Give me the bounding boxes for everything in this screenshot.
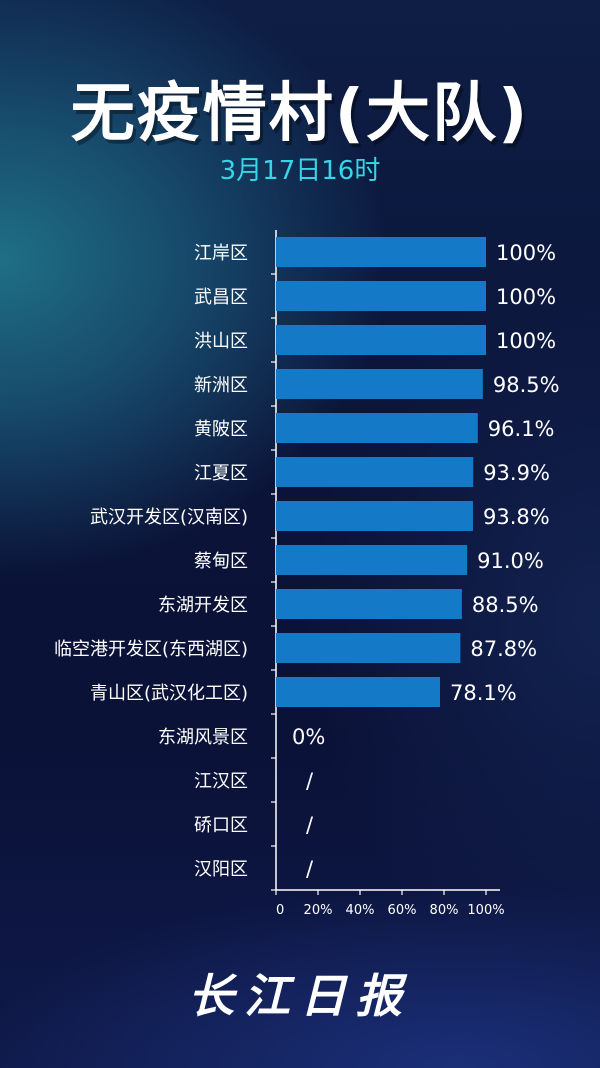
value-label: 87.8% bbox=[470, 637, 537, 661]
category-label: 新洲区 bbox=[194, 375, 248, 396]
value-label: 96.1% bbox=[488, 417, 555, 441]
value-label: 0% bbox=[292, 725, 325, 749]
category-label: 江夏区 bbox=[194, 463, 248, 484]
category-label: 东湖开发区 bbox=[158, 595, 248, 616]
value-label: 78.1% bbox=[450, 681, 517, 705]
category-label: 蔡甸区 bbox=[194, 551, 248, 572]
category-label: 青山区(武汉化工区) bbox=[90, 683, 248, 704]
bar bbox=[276, 237, 486, 267]
value-label: / bbox=[306, 857, 314, 881]
bar bbox=[276, 457, 474, 487]
category-label: 临空港开发区(东西湖区) bbox=[54, 639, 248, 660]
date-subtitle: 3月17日16时 bbox=[219, 156, 381, 186]
bar bbox=[276, 589, 462, 619]
x-tick-label: 20% bbox=[304, 903, 333, 918]
bar-chart: 江岸区 100% 武昌区 100% 洪山区 100% 新洲区 98.5% 黄陂区 96.1% 江夏区… bbox=[54, 230, 560, 918]
category-label: 汉阳区 bbox=[194, 859, 248, 880]
page-title: 无疫情村(大队) bbox=[70, 77, 530, 151]
category-label: 江汉区 bbox=[194, 771, 248, 792]
value-label: 98.5% bbox=[493, 373, 560, 397]
bar bbox=[276, 545, 468, 575]
x-tick-label: 40% bbox=[346, 903, 375, 918]
newspaper-logo: 长江日报 bbox=[188, 969, 412, 1023]
value-label: 93.8% bbox=[483, 505, 550, 529]
category-label: 硚口区 bbox=[194, 815, 248, 836]
category-label: 黄陂区 bbox=[194, 419, 248, 440]
x-tick-label: 100% bbox=[467, 903, 504, 918]
category-label: 东湖风景区 bbox=[158, 727, 248, 748]
category-label: 武汉开发区(汉南区) bbox=[90, 507, 248, 528]
x-tick-label: 0 bbox=[276, 903, 284, 918]
value-label: 100% bbox=[496, 241, 556, 265]
value-label: 88.5% bbox=[472, 593, 539, 617]
bar bbox=[276, 369, 483, 399]
category-label: 洪山区 bbox=[194, 331, 248, 352]
value-label: 91.0% bbox=[477, 549, 544, 573]
bar bbox=[276, 281, 486, 311]
value-label: 93.9% bbox=[483, 461, 550, 485]
value-label: 100% bbox=[496, 329, 556, 353]
bar bbox=[276, 325, 486, 355]
category-label: 江岸区 bbox=[194, 243, 248, 264]
bar bbox=[276, 677, 441, 707]
value-label: 100% bbox=[496, 285, 556, 309]
bar bbox=[276, 633, 461, 663]
value-label: / bbox=[306, 769, 314, 793]
x-tick-label: 60% bbox=[388, 903, 417, 918]
value-label: / bbox=[306, 813, 314, 837]
x-tick-label: 80% bbox=[430, 903, 459, 918]
category-label: 武昌区 bbox=[194, 287, 248, 308]
bar bbox=[276, 413, 478, 443]
bar bbox=[276, 501, 473, 531]
